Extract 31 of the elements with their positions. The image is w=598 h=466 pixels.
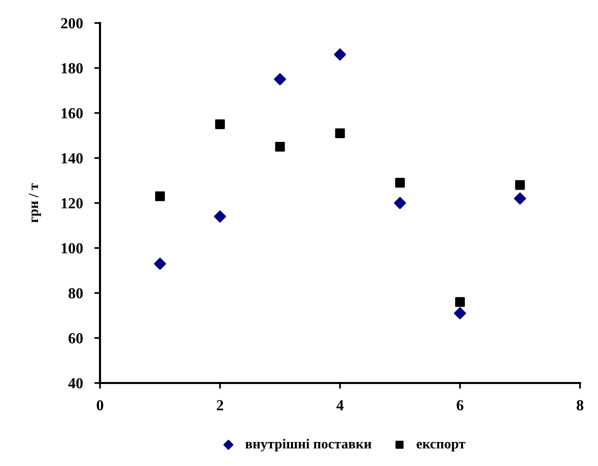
x-tick-label: 0	[96, 400, 104, 410]
x-tick-label: 4	[336, 400, 344, 410]
legend-label: експорт	[416, 442, 466, 452]
y-tick-label: 140	[62, 153, 83, 164]
point	[215, 119, 225, 130]
y-axis-title: грн / т	[28, 183, 41, 222]
point	[454, 307, 466, 320]
x-tick-label: 6	[456, 400, 464, 410]
y-tick-label: 40	[68, 378, 83, 388]
point	[394, 196, 406, 210]
point	[214, 210, 226, 223]
y-tick-label: 80	[68, 288, 83, 298]
legend-label: внутрішні поставки	[245, 438, 372, 452]
point	[275, 142, 285, 152]
point	[155, 191, 165, 202]
x-tick-label: 8	[576, 400, 584, 410]
point	[335, 128, 345, 138]
y-tick-label: 100	[62, 243, 83, 254]
y-tick-label: 180	[62, 63, 83, 74]
y-tick-label: 120	[62, 198, 83, 208]
point	[274, 73, 286, 86]
point	[514, 192, 526, 205]
point	[515, 180, 525, 190]
point	[154, 258, 166, 270]
point	[395, 178, 405, 188]
point	[455, 297, 465, 307]
y-tick-label: 60	[68, 333, 83, 344]
y-tick-label: 160	[62, 108, 83, 118]
x-tick-label: 2	[216, 400, 224, 410]
y-tick-label: 200	[61, 18, 83, 28]
point	[334, 48, 346, 61]
